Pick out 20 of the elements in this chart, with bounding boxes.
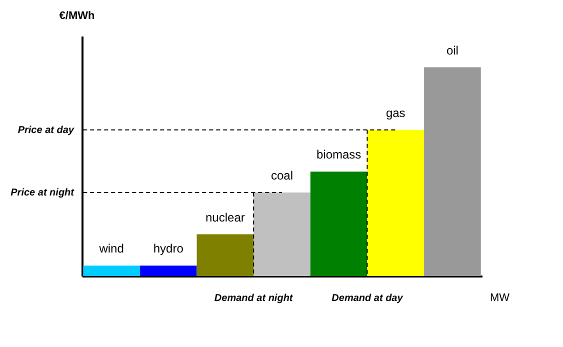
x-tick-label: gas: [386, 106, 406, 120]
bar: [310, 172, 368, 276]
x-tick-label: coal: [270, 168, 294, 183]
x-axis-title: MW: [490, 292, 510, 304]
x-tick-label: wind: [98, 242, 124, 256]
x-tick-label: oil: [446, 43, 458, 58]
bar: [83, 266, 140, 276]
y-axis-title: €/MWh: [59, 10, 95, 22]
bar: [424, 67, 481, 276]
bar: [367, 130, 424, 276]
ref-line-label: Demand at night: [214, 293, 294, 304]
x-tick-label: hydro: [153, 242, 184, 256]
bar: [254, 192, 310, 276]
x-tick-label: nuclear: [206, 210, 245, 224]
ref-line-label: Price at night: [10, 188, 75, 199]
bar: [196, 234, 254, 276]
ref-line-label: Demand at day: [332, 293, 404, 304]
x-tick-label: biomass: [316, 148, 362, 162]
bar: [140, 266, 197, 276]
ref-line-label: Price at day: [18, 124, 74, 136]
